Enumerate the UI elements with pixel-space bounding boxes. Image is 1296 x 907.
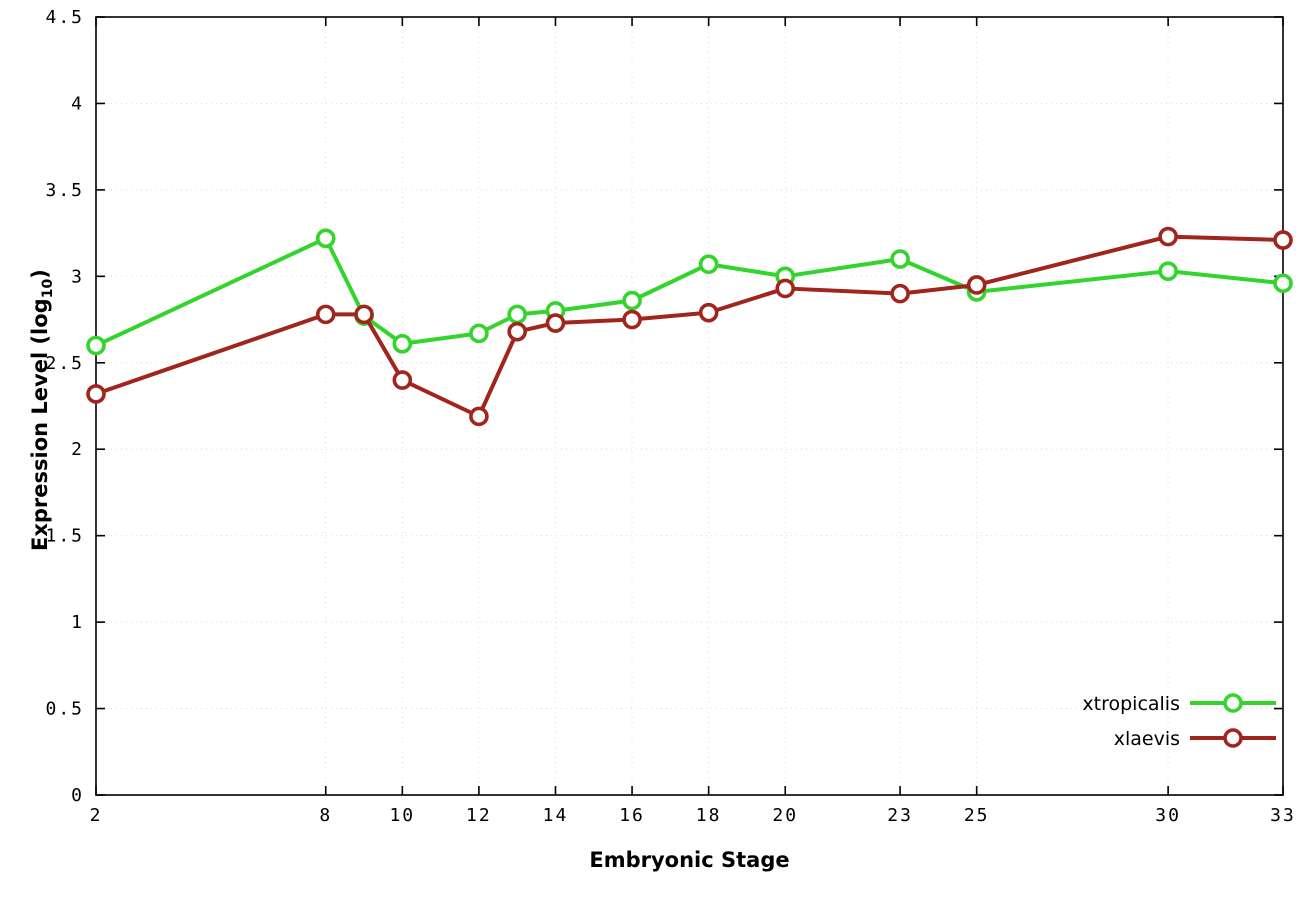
svg-text:12: 12 [466, 805, 492, 826]
svg-text:4.5: 4.5 [45, 7, 84, 28]
svg-text:18: 18 [696, 805, 722, 826]
svg-text:14: 14 [543, 805, 569, 826]
svg-text:2.5: 2.5 [45, 353, 84, 374]
svg-text:xlaevis: xlaevis [1114, 728, 1180, 750]
svg-text:33: 33 [1270, 805, 1296, 826]
svg-text:1.5: 1.5 [45, 526, 84, 547]
svg-text:0: 0 [71, 785, 84, 806]
svg-text:1: 1 [71, 612, 84, 633]
svg-text:2: 2 [90, 805, 103, 826]
y-axis-label-close: ) [27, 269, 52, 279]
y-axis-label-subscript: 10 [40, 278, 57, 299]
svg-text:20: 20 [772, 805, 798, 826]
svg-text:8: 8 [319, 805, 332, 826]
svg-text:3.5: 3.5 [45, 180, 84, 201]
svg-text:3: 3 [71, 266, 84, 287]
svg-text:25: 25 [964, 805, 990, 826]
svg-text:16: 16 [619, 805, 645, 826]
svg-text:2: 2 [71, 439, 84, 460]
svg-text:4: 4 [71, 93, 84, 114]
y-axis-label: Expression Level (log10) [28, 240, 56, 580]
y-axis-label-text: Expression Level (log [27, 298, 52, 552]
svg-text:0.5: 0.5 [45, 699, 84, 720]
svg-text:10: 10 [389, 805, 415, 826]
svg-text:30: 30 [1155, 805, 1181, 826]
svg-text:23: 23 [887, 805, 913, 826]
svg-text:xtropicalis: xtropicalis [1082, 693, 1180, 715]
x-axis-label: Embryonic Stage [589, 848, 790, 872]
